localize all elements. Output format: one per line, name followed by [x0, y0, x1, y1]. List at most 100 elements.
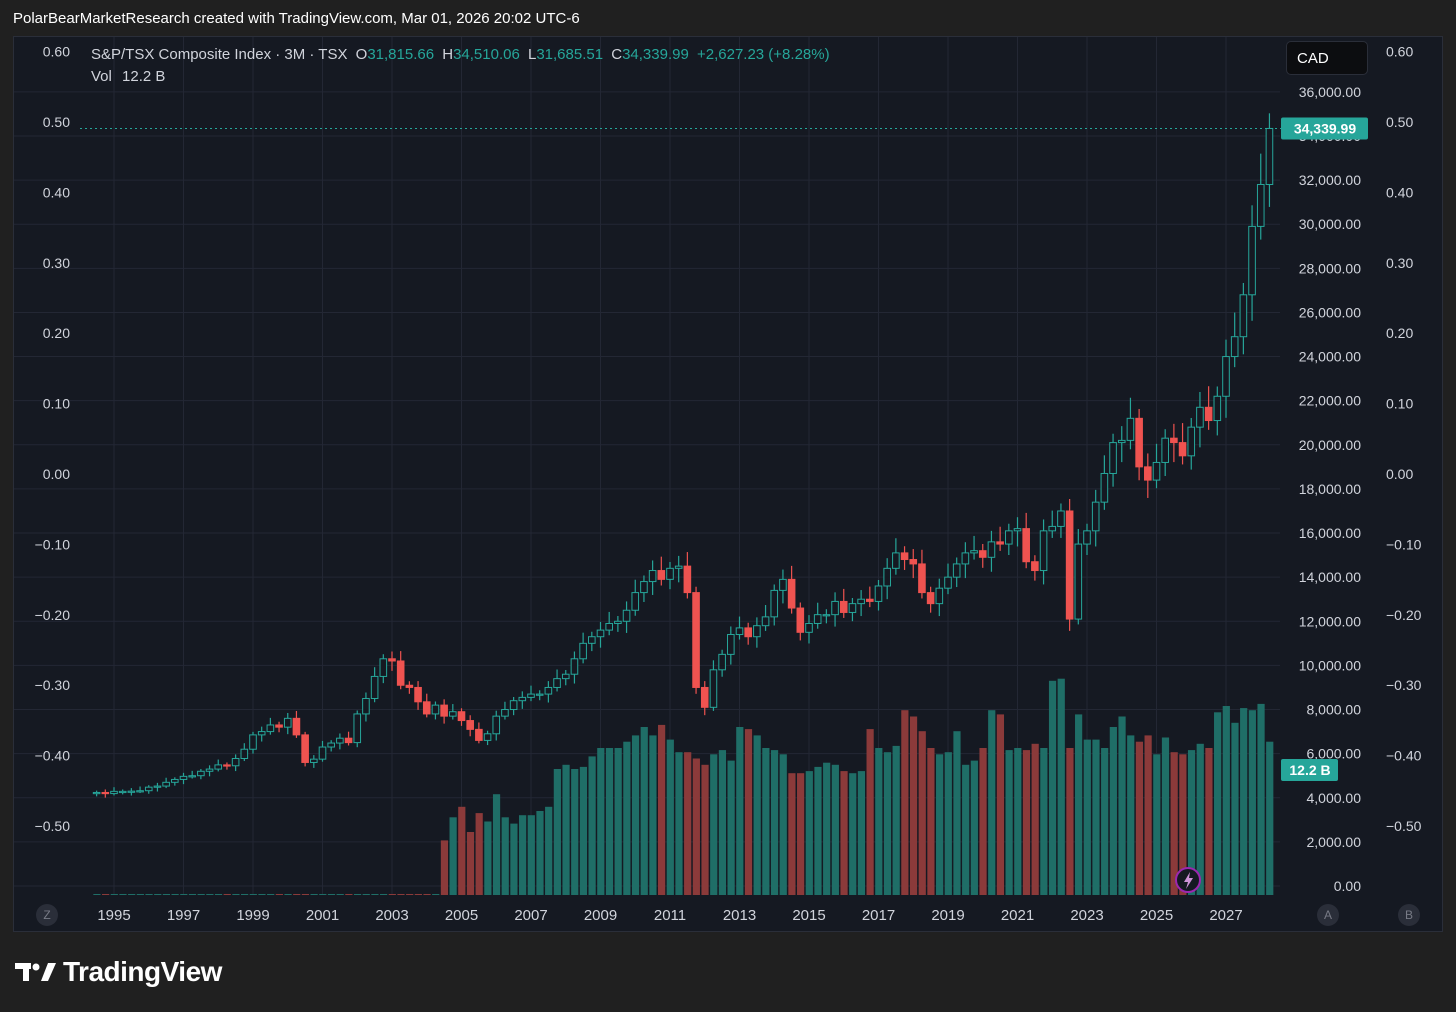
- right-scale-tick: 0.40: [1386, 184, 1413, 200]
- candle-up: [449, 711, 457, 717]
- right-scale-tick: 0.20: [1386, 325, 1413, 341]
- price-tick-label: 26,000.00: [1299, 304, 1361, 320]
- candle-down: [292, 717, 301, 736]
- volume-bar: [449, 817, 457, 895]
- candle-down: [787, 578, 796, 609]
- right-scale-tick: −0.50: [1386, 818, 1422, 834]
- candle-up: [970, 550, 978, 554]
- candle-up: [1117, 439, 1126, 444]
- candle-up: [1248, 225, 1256, 296]
- volume-bar: [327, 894, 336, 895]
- candle-down: [683, 565, 692, 594]
- year-tick-label: 2009: [584, 907, 617, 924]
- volume-bar: [223, 894, 231, 895]
- auto-scale-b-button[interactable]: B: [1398, 904, 1420, 926]
- volume-bar: [423, 894, 431, 895]
- lightning-icon[interactable]: [1175, 867, 1201, 893]
- volume-bar: [1005, 750, 1013, 895]
- price-tick-label: 8,000.00: [1307, 702, 1362, 718]
- volume-bar: [145, 894, 153, 895]
- candle-up: [614, 620, 622, 624]
- candle-up: [162, 781, 170, 787]
- year-tick-label: 2017: [862, 907, 895, 924]
- volume-bar: [1179, 754, 1187, 895]
- volume-bar: [527, 815, 535, 895]
- volume-bar: [406, 894, 414, 895]
- left-scale-tick: 0.50: [43, 114, 70, 130]
- candle-up: [249, 734, 257, 750]
- candle-up: [266, 724, 275, 733]
- currency-button[interactable]: CAD: [1286, 41, 1368, 75]
- volume-label[interactable]: Vol: [91, 68, 112, 85]
- year-tick-label: 2025: [1140, 907, 1173, 924]
- candle-down: [909, 559, 918, 565]
- candle-down: [440, 704, 448, 717]
- candle-up: [1109, 442, 1117, 474]
- volume-bar: [267, 894, 275, 895]
- volume-bar: [623, 741, 631, 895]
- volume-bar: [823, 762, 831, 895]
- volume-bar: [840, 771, 848, 895]
- volume-bar: [154, 894, 162, 895]
- volume-bar: [1109, 727, 1117, 895]
- volume-bar: [432, 894, 440, 895]
- volume-bar: [1048, 680, 1057, 895]
- left-scale-tick: −0.20: [35, 607, 71, 623]
- candle-down: [405, 684, 414, 688]
- volume-bar: [475, 813, 483, 895]
- candle-up: [1005, 530, 1013, 545]
- candle-up: [761, 616, 770, 627]
- volume-bar: [1075, 714, 1083, 895]
- volume-bar: [762, 748, 770, 895]
- candle-down: [1031, 561, 1039, 572]
- volume-bar: [1196, 743, 1204, 895]
- volume-bar: [744, 729, 753, 895]
- volume-bar: [110, 894, 118, 895]
- candle-up: [770, 589, 779, 618]
- volume-bar: [814, 766, 822, 895]
- candle-up: [952, 563, 961, 578]
- right-scale-tick: 0.50: [1386, 114, 1413, 130]
- volume-bar: [614, 748, 622, 895]
- auto-scale-a-button[interactable]: A: [1317, 904, 1339, 926]
- symbol-label[interactable]: S&P/TSX Composite Index · 3M · TSX: [91, 46, 348, 63]
- volume-bar: [970, 760, 978, 895]
- candle-up: [553, 678, 561, 688]
- year-tick-label: 2015: [792, 907, 825, 924]
- volume-bar: [1266, 741, 1274, 895]
- volume-bar: [388, 894, 396, 895]
- candle-up: [240, 748, 249, 759]
- volume-bar: [849, 773, 857, 895]
- volume-bar: [753, 735, 761, 895]
- volume-bar: [214, 894, 223, 895]
- candle-up: [648, 570, 657, 583]
- candle-down: [866, 598, 874, 602]
- candle-down: [1170, 437, 1178, 444]
- volume-bar: [232, 894, 240, 895]
- candle-up: [92, 791, 101, 795]
- price-tick-label: 10,000.00: [1299, 657, 1361, 673]
- candle-up: [1256, 183, 1265, 227]
- volume-value: 12.2 B: [122, 68, 166, 85]
- volume-bar: [883, 752, 892, 895]
- volume-bar: [501, 817, 509, 895]
- price-tick-label: 12,000.00: [1299, 613, 1361, 629]
- volume-bar: [310, 894, 318, 895]
- candle-up: [570, 658, 579, 675]
- price-tick-label: 16,000.00: [1299, 525, 1361, 541]
- left-scale-tick: 0.10: [43, 396, 70, 412]
- left-scale-tick: 0.00: [43, 466, 70, 482]
- auto-scale-z-button[interactable]: Z: [36, 904, 58, 926]
- candlestick-chart[interactable]: 36,000.0034,000.0032,000.0030,000.0028,0…: [0, 0, 1456, 940]
- high-value: 34,510.06: [453, 46, 520, 63]
- volume-bar: [93, 894, 101, 895]
- candle-up: [310, 758, 318, 763]
- year-tick-label: 2007: [514, 907, 547, 924]
- volume-bar: [293, 894, 301, 895]
- left-scale-tick: −0.30: [35, 677, 71, 693]
- candle-up: [1230, 336, 1239, 358]
- candle-up: [492, 715, 501, 735]
- year-tick-label: 2021: [1001, 907, 1034, 924]
- volume-bar: [797, 773, 805, 895]
- volume-bar: [136, 894, 144, 895]
